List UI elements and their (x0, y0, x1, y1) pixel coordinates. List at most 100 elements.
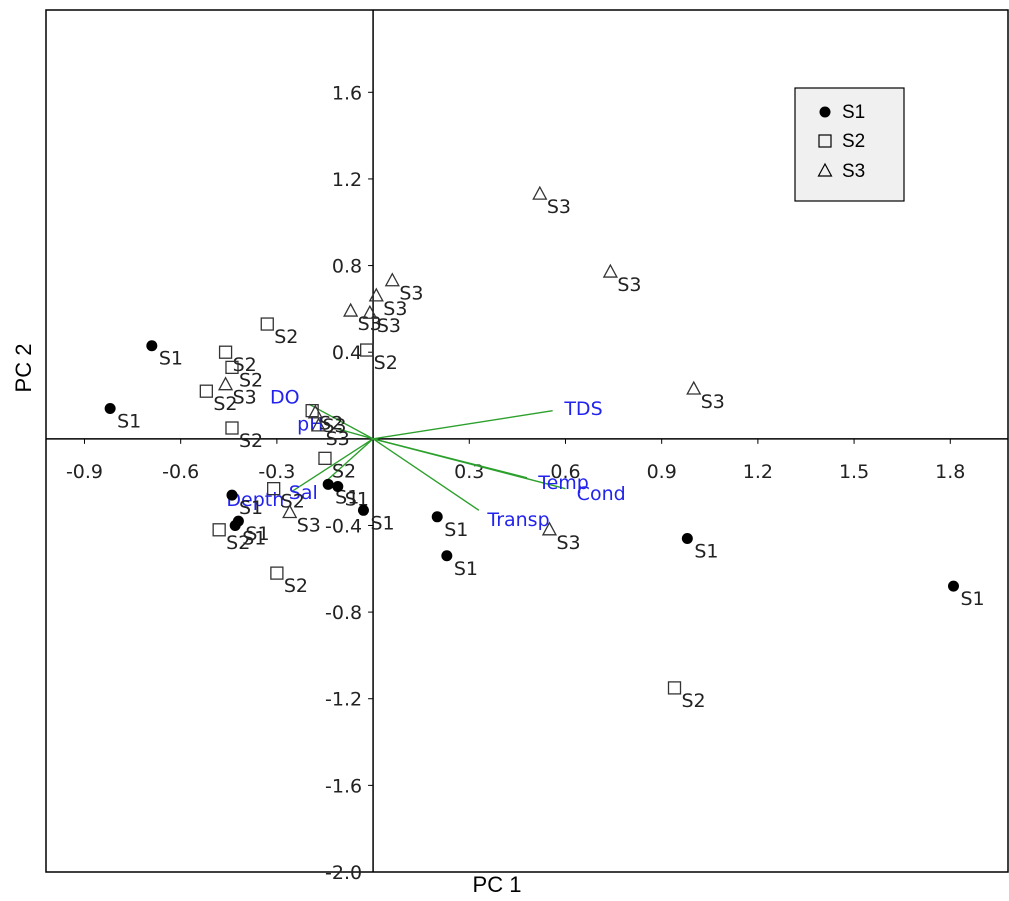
point-label: S3 (322, 415, 346, 437)
point-label: S2 (332, 460, 356, 482)
point-marker (226, 489, 238, 501)
y-tick-label: 0.4 (332, 342, 362, 364)
point-label: S3 (377, 315, 401, 337)
point-marker (343, 302, 359, 317)
point-label: S1 (454, 558, 478, 580)
x-tick-label: 1.8 (935, 461, 965, 483)
point-marker (362, 304, 378, 319)
point-marker (681, 532, 693, 544)
point-label: S1 (245, 523, 269, 545)
point-label: S2 (319, 413, 343, 435)
point-marker (357, 504, 369, 516)
point-marker (310, 417, 327, 432)
y-axis-title: PC 2 (11, 344, 36, 393)
vector-label: pH (297, 413, 323, 435)
point-label: S1 (335, 486, 359, 508)
vector-line (334, 427, 374, 440)
point-label: S3 (617, 274, 641, 296)
legend-s2-marker (818, 134, 832, 148)
point-marker (947, 580, 959, 592)
point-marker (667, 681, 682, 695)
point-label: S2 (239, 430, 263, 452)
point-marker (146, 340, 158, 352)
point-marker (532, 185, 548, 200)
legend-label: S2 (842, 131, 865, 152)
y-tick-label: 1.2 (332, 169, 362, 191)
y-tick-label: -0.4 (325, 515, 362, 537)
point-label: S2 (281, 491, 305, 513)
point-label: S2 (213, 393, 237, 415)
point-marker (384, 272, 400, 287)
point-marker (318, 451, 332, 465)
vector-label: DO (270, 387, 300, 409)
x-axis-title: PC 1 (473, 872, 522, 897)
vector-label: Sal (289, 482, 318, 504)
point-label: S1 (694, 540, 718, 562)
point-label: S3 (399, 283, 423, 305)
point-marker (282, 504, 298, 519)
x-tick-label: 0.9 (647, 461, 677, 483)
vector-line (324, 438, 374, 483)
point-marker (218, 345, 233, 359)
x-tick-label: 1.2 (743, 461, 773, 483)
y-tick-label: 0.8 (332, 256, 362, 278)
point-marker (602, 263, 618, 278)
legend-s1-marker (819, 106, 831, 118)
vector-line (372, 438, 480, 511)
point-label: S3 (326, 428, 350, 450)
point-marker (270, 566, 284, 580)
point-label: S2 (374, 352, 398, 374)
vector-label: Temp (537, 472, 589, 494)
point-label: S3 (383, 298, 407, 320)
x-tick-label: -0.9 (66, 461, 103, 483)
x-axis-ticks: -0.9 -0.6 -0.3 0.3 0.6 0.9 1.2 1.5 1.8 (66, 438, 965, 483)
point-label: S2 (284, 575, 308, 597)
vector-label: Transp (486, 509, 549, 531)
point-marker (225, 360, 239, 375)
y-tick-label: 1.6 (332, 82, 362, 104)
point-marker (225, 421, 239, 435)
point-marker (322, 478, 334, 490)
point-label: S3 (233, 387, 257, 409)
point-label: S1 (242, 527, 266, 549)
legend-label: S1 (842, 102, 865, 123)
point-marker (104, 403, 116, 415)
point-label: S2 (682, 690, 706, 712)
point-label: S1 (370, 512, 394, 534)
x-tick-label: 0.6 (550, 461, 580, 483)
point-label: S1 (960, 588, 984, 610)
point-label: S1 (117, 411, 141, 433)
legend-entries: S1 S2 S3 (817, 102, 865, 182)
y-tick-label: -1.6 (325, 775, 362, 797)
x-tick-label: -0.6 (162, 461, 199, 483)
point-marker (431, 511, 443, 523)
vector-label: Cond (577, 483, 626, 505)
y-axis-ticks: 1.6 1.2 0.8 0.4 -0.4 -0.8 -1.2 -1.6 -2.0 (325, 82, 374, 884)
point-label: S1 (159, 348, 183, 370)
point-marker (686, 380, 702, 395)
point-marker (360, 343, 374, 357)
point-marker (212, 523, 226, 537)
legend: S1 S2 S3 (794, 87, 905, 202)
vector-line (292, 438, 374, 492)
plot-frame (45, 9, 1009, 873)
x-tick-label: -0.3 (258, 461, 295, 483)
point-label: S1 (444, 519, 468, 541)
point-marker (541, 521, 558, 536)
vector-line (372, 409, 553, 440)
point-marker (267, 481, 281, 496)
point-label: S3 (701, 391, 725, 413)
point-label: S2 (226, 532, 250, 554)
point-label: S2 (274, 326, 298, 348)
x-tick-label: 1.5 (839, 461, 869, 483)
legend-s3-marker (817, 162, 833, 177)
point-marker (441, 550, 453, 562)
zero-axes (46, 10, 1008, 872)
point-marker (368, 287, 384, 302)
point-marker (229, 519, 241, 531)
point-marker (260, 317, 274, 331)
point-label: S2 (239, 369, 263, 391)
